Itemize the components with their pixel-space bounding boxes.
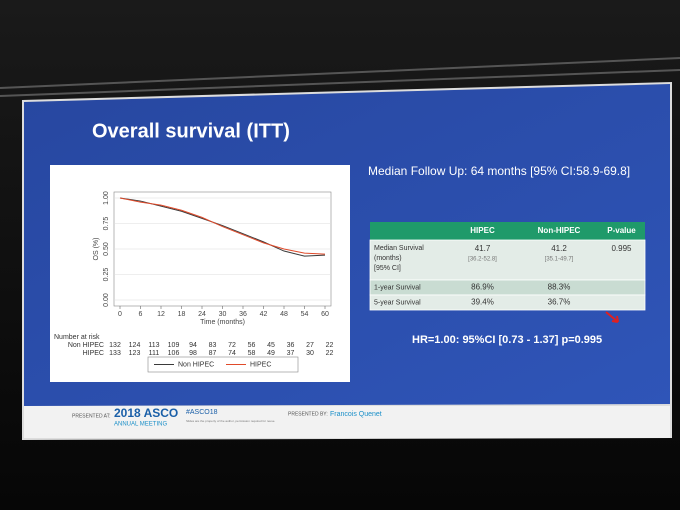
footer — [24, 406, 670, 438]
column-header: P-value — [607, 226, 636, 235]
x-tick-label: 0 — [118, 311, 122, 318]
results-table: HIPEC Non-HIPEC P-value Median Survival (mon… — [369, 222, 646, 323]
table-row — [369, 294, 646, 311]
survival-curve — [119, 197, 326, 255]
pointer-arrow — [605, 311, 619, 323]
cell-ci: [35.1-49.7] — [545, 257, 574, 263]
y-tick-label: 0.50 — [103, 242, 110, 256]
x-axis-label: Time (months) — [200, 319, 245, 326]
y-tick-label: 0.00 — [103, 293, 110, 307]
km-chart: 0.00 0.25 0.50 0.75 1.00 0 6 12 18 24 30 36 42 48 54 60… — [54, 191, 334, 373]
risk-count: 87 — [209, 350, 217, 357]
risk-count: 22 — [326, 342, 334, 349]
cell-value: 41.7 — [475, 244, 491, 253]
risk-count: 98 — [189, 350, 197, 357]
x-tick-label: 60 — [321, 311, 329, 318]
row-label: 1-year Survival — [374, 284, 421, 291]
risk-count: 49 — [267, 350, 275, 357]
risk-count: 74 — [228, 350, 236, 357]
cell-value: 0.995 — [611, 244, 632, 253]
hashtag: #ASCO18 — [186, 409, 218, 416]
x-tick-label: 30 — [219, 311, 227, 318]
x-tick-label: 48 — [280, 311, 288, 318]
footer-note: Slides are the property of the author, p… — [186, 419, 275, 423]
cell-value: 41.2 — [551, 244, 567, 253]
column-header: Non-HIPEC — [538, 226, 581, 235]
risk-count: 133 — [109, 350, 121, 357]
cell-ci: [36.2-52.8] — [468, 257, 497, 263]
x-tick-label: 36 — [239, 311, 247, 318]
chart-panel — [50, 165, 350, 382]
risk-count: 132 — [109, 342, 121, 349]
risk-count: 83 — [209, 342, 217, 349]
row-label: Median Survival (months) [95% CI] — [374, 245, 424, 272]
risk-count: 72 — [228, 342, 236, 349]
risk-row-name: Non HIPEC — [68, 342, 104, 349]
hazard-ratio: HR=1.00: 95%CI [0.73 - 1.37] p=0.995 — [412, 334, 602, 346]
risk-count: 27 — [306, 342, 314, 349]
legend-label: HIPEC — [250, 361, 271, 368]
risk-count: 56 — [248, 342, 256, 349]
x-tick-label: 24 — [198, 311, 206, 318]
truss — [0, 57, 680, 97]
risk-count: 106 — [168, 350, 180, 357]
y-tick-label: 1.00 — [103, 191, 110, 205]
column-header: HIPEC — [470, 226, 495, 235]
risk-count: 58 — [248, 350, 256, 357]
x-tick-label: 54 — [301, 311, 309, 318]
risk-count: 113 — [148, 342, 159, 349]
legend-box — [147, 356, 299, 373]
presenter: Francois Quenet — [330, 411, 382, 418]
risk-count: 30 — [306, 350, 314, 357]
y-tick-label: 0.25 — [103, 268, 110, 282]
row-label: 5-year Survival — [374, 299, 421, 306]
cell-value: 36.7% — [548, 298, 571, 307]
x-tick-label: 42 — [260, 311, 268, 318]
risk-count: 109 — [168, 342, 180, 349]
risk-count: 37 — [287, 350, 295, 357]
x-tick-label: 12 — [157, 311, 165, 318]
presented-at: PRESENTED AT: — [72, 413, 111, 419]
x-tick-label: 18 — [178, 311, 186, 318]
y-axis-label: OS (%) — [93, 238, 100, 261]
follow-up: Median Follow Up: 64 months [95% CI:58.9… — [368, 164, 630, 178]
risk-count: 94 — [189, 342, 197, 349]
cell-value: 39.4% — [471, 298, 494, 307]
risk-count: 22 — [326, 350, 334, 357]
risk-count: 124 — [129, 342, 141, 349]
risk-count: 111 — [149, 350, 160, 357]
slide-title: Overall survival (ITT) — [92, 120, 290, 142]
x-tick-label: 6 — [139, 311, 143, 318]
risk-title: Number at risk — [54, 334, 100, 341]
meeting-name: ANNUAL MEETING — [114, 422, 167, 428]
table-header — [370, 222, 645, 240]
risk-count: 36 — [287, 342, 295, 349]
presented-by: PRESENTED BY: — [288, 411, 328, 417]
legend-label: Non HIPEC — [178, 361, 214, 368]
table-row — [369, 239, 646, 281]
risk-count: 45 — [267, 342, 275, 349]
cell-value: 86.9% — [471, 283, 494, 292]
cell-value: 88.3% — [548, 283, 571, 292]
meeting-year: 2018 ASCO — [114, 406, 178, 420]
risk-row-name: HIPEC — [83, 350, 104, 357]
y-tick-label: 0.75 — [103, 217, 110, 231]
risk-count: 123 — [129, 350, 141, 357]
